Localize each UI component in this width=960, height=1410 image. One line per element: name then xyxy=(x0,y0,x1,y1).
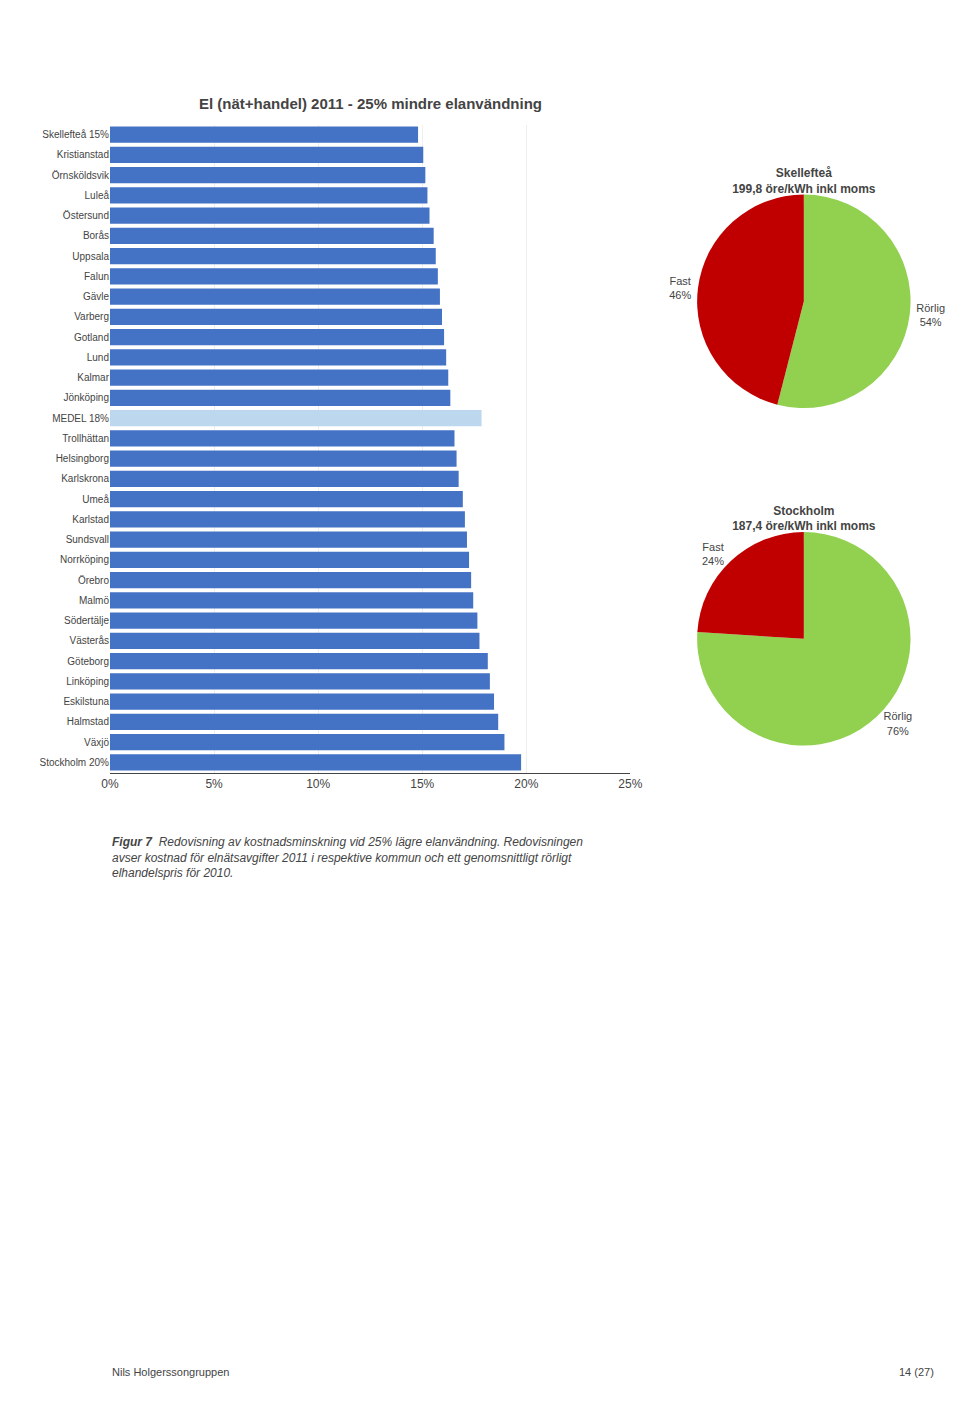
svg-text:MEDEL 18%: MEDEL 18% xyxy=(52,413,109,424)
svg-text:Skellefteå199,8 öre/kWh inkl m: Skellefteå199,8 öre/kWh inkl moms xyxy=(732,166,876,196)
svg-text:Rörlig76%: Rörlig76% xyxy=(883,710,912,736)
svg-text:Luleå: Luleå xyxy=(85,190,110,201)
svg-text:Figur 7 Redovisning av kostna: Figur 7 Redovisning av kostnadsminskning… xyxy=(112,835,583,880)
svg-text:5%: 5% xyxy=(205,777,223,791)
svg-text:Rörlig54%: Rörlig54% xyxy=(916,302,945,328)
svg-text:Falun: Falun xyxy=(84,271,109,282)
svg-text:Skellefteå 15%: Skellefteå 15% xyxy=(42,129,109,140)
svg-text:Linköping: Linköping xyxy=(66,676,109,687)
svg-text:Halmstad: Halmstad xyxy=(67,716,109,727)
svg-text:Sundsvall: Sundsvall xyxy=(66,534,109,545)
svg-text:Fast24%: Fast24% xyxy=(702,541,724,567)
svg-text:Kalmar: Kalmar xyxy=(77,372,109,383)
svg-text:Helsingborg: Helsingborg xyxy=(56,453,109,464)
svg-text:Gotland: Gotland xyxy=(74,332,109,343)
svg-text:Uppsala: Uppsala xyxy=(72,251,109,262)
svg-text:Karlskrona: Karlskrona xyxy=(61,473,109,484)
svg-text:Karlstad: Karlstad xyxy=(72,514,109,525)
svg-text:Kristianstad: Kristianstad xyxy=(57,149,109,160)
svg-text:Växjö: Växjö xyxy=(84,737,109,748)
svg-text:Gävle: Gävle xyxy=(83,291,110,302)
svg-text:Västerås: Västerås xyxy=(70,635,109,646)
svg-text:Varberg: Varberg xyxy=(74,311,109,322)
svg-text:Trollhättan: Trollhättan xyxy=(62,433,109,444)
svg-text:20%: 20% xyxy=(514,777,538,791)
svg-text:Örnsköldsvik: Örnsköldsvik xyxy=(52,170,110,181)
svg-text:Borås: Borås xyxy=(83,230,109,241)
svg-text:Umeå: Umeå xyxy=(82,494,109,505)
svg-text:Fast46%: Fast46% xyxy=(669,275,691,301)
svg-text:25%: 25% xyxy=(618,777,642,791)
svg-text:0%: 0% xyxy=(101,777,119,791)
svg-text:Malmö: Malmö xyxy=(79,595,109,606)
svg-text:10%: 10% xyxy=(306,777,330,791)
svg-text:El (nät+handel) 2011 - 25% min: El (nät+handel) 2011 - 25% mindre elanvä… xyxy=(199,95,542,112)
svg-text:Stockholm 20%: Stockholm 20% xyxy=(40,757,110,768)
svg-text:Eskilstuna: Eskilstuna xyxy=(63,696,109,707)
svg-text:Stockholm187,4 öre/kWh inkl mo: Stockholm187,4 öre/kWh inkl moms xyxy=(732,504,876,534)
svg-text:Norrköping: Norrköping xyxy=(60,554,109,565)
svg-text:Göteborg: Göteborg xyxy=(67,656,109,667)
svg-text:Nils Holgerssongruppen: Nils Holgerssongruppen xyxy=(112,1366,229,1378)
svg-text:Lund: Lund xyxy=(87,352,109,363)
svg-text:Södertälje: Södertälje xyxy=(64,615,109,626)
svg-text:14 (27): 14 (27) xyxy=(899,1366,934,1378)
svg-text:15%: 15% xyxy=(410,777,434,791)
svg-text:Jönköping: Jönköping xyxy=(63,392,109,403)
svg-text:Östersund: Östersund xyxy=(63,210,109,221)
svg-text:Örebro: Örebro xyxy=(78,575,110,586)
